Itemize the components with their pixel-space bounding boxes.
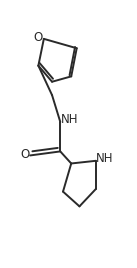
Text: O: O bbox=[34, 31, 43, 44]
Text: NH: NH bbox=[96, 152, 114, 165]
Text: O: O bbox=[20, 148, 29, 161]
Text: NH: NH bbox=[60, 113, 78, 126]
